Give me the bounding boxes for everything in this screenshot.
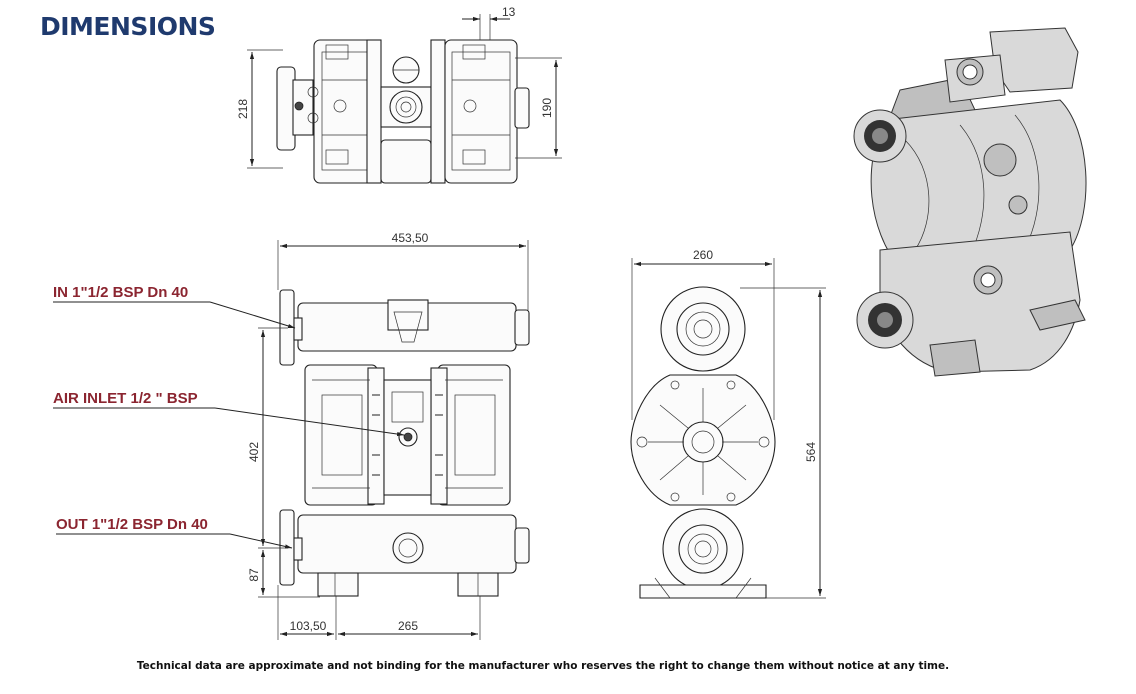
isometric-view [853, 27, 1087, 377]
dim-453-50: 453,50 [392, 231, 429, 245]
callout-outlet: OUT 1"1/2 BSP Dn 40 [56, 516, 208, 533]
callout-air-inlet: AIR INLET 1/2 " BSP [53, 390, 198, 407]
dim-103-50: 103,50 [290, 619, 327, 633]
dim-260: 260 [693, 248, 713, 262]
dim-190: 190 [540, 98, 554, 118]
dim-402: 402 [247, 442, 261, 462]
disclaimer-note: Technical data are approximate and not b… [136, 660, 950, 672]
callouts: IN 1"1/2 BSP Dn 40 AIR INLET 1/2 " BSP O… [53, 284, 405, 549]
dim-218: 218 [236, 99, 250, 119]
top-view: 218 190 13 [236, 5, 562, 184]
front-view: 453,50 402 87 103,50 265 [247, 231, 530, 640]
page-title: DIMENSIONS [40, 12, 216, 41]
dim-564: 564 [804, 442, 818, 462]
dim-87: 87 [247, 568, 261, 582]
side-view: 260 564 [630, 248, 826, 599]
callout-inlet: IN 1"1/2 BSP Dn 40 [53, 284, 188, 301]
dim-13: 13 [502, 5, 516, 19]
dim-265: 265 [398, 619, 418, 633]
